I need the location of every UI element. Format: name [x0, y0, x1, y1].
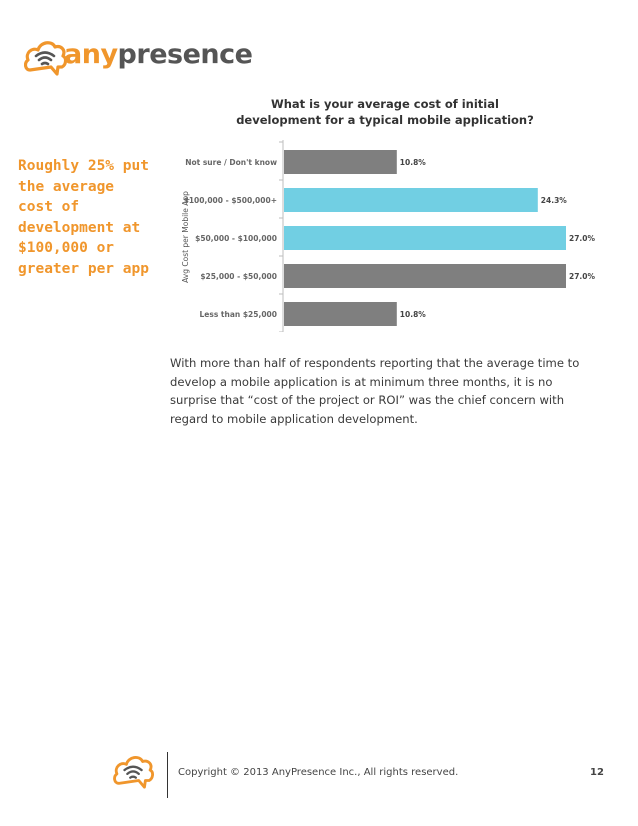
body-paragraph: With more than half of respondents repor… [170, 356, 580, 426]
data-label: 10.8% [400, 158, 427, 167]
bar [284, 226, 566, 250]
category-label: Less than $25,000 [199, 310, 277, 319]
category-label: $100,000 - $500,000+ [184, 196, 277, 205]
category-label: Not sure / Don't know [185, 158, 277, 167]
category-label: $50,000 - $100,000 [195, 234, 277, 243]
y-axis-title: Avg Cost per Mobile App [181, 191, 190, 283]
data-label: 27.0% [569, 234, 596, 243]
bar [284, 302, 397, 326]
brand-wordmark: anypresence [64, 37, 253, 73]
brand-name-presence: presence [117, 39, 253, 70]
bar [284, 264, 566, 288]
category-label: $25,000 - $50,000 [200, 272, 277, 281]
chart-title: What is your average cost of initial dev… [236, 97, 534, 127]
data-label: 24.3% [541, 196, 568, 205]
footer-cloud-logo-icon [113, 756, 154, 789]
page-number: 12 [590, 767, 604, 778]
anypresence-logo [24, 41, 68, 76]
brand-name-any: any [64, 39, 118, 70]
bar [284, 188, 538, 212]
bar-chart: Avg Cost per Mobile App Not sure / Don't … [181, 140, 596, 332]
bar [284, 150, 397, 174]
data-label: 10.8% [400, 310, 427, 319]
footer-divider [167, 752, 168, 798]
wifi-signal-icon [34, 51, 56, 66]
footer-copyright: Copyright © 2013 AnyPresence Inc., All r… [178, 767, 459, 778]
callout-text: Roughly 25% put the average cost of deve… [18, 158, 149, 277]
data-label: 27.0% [569, 272, 596, 281]
